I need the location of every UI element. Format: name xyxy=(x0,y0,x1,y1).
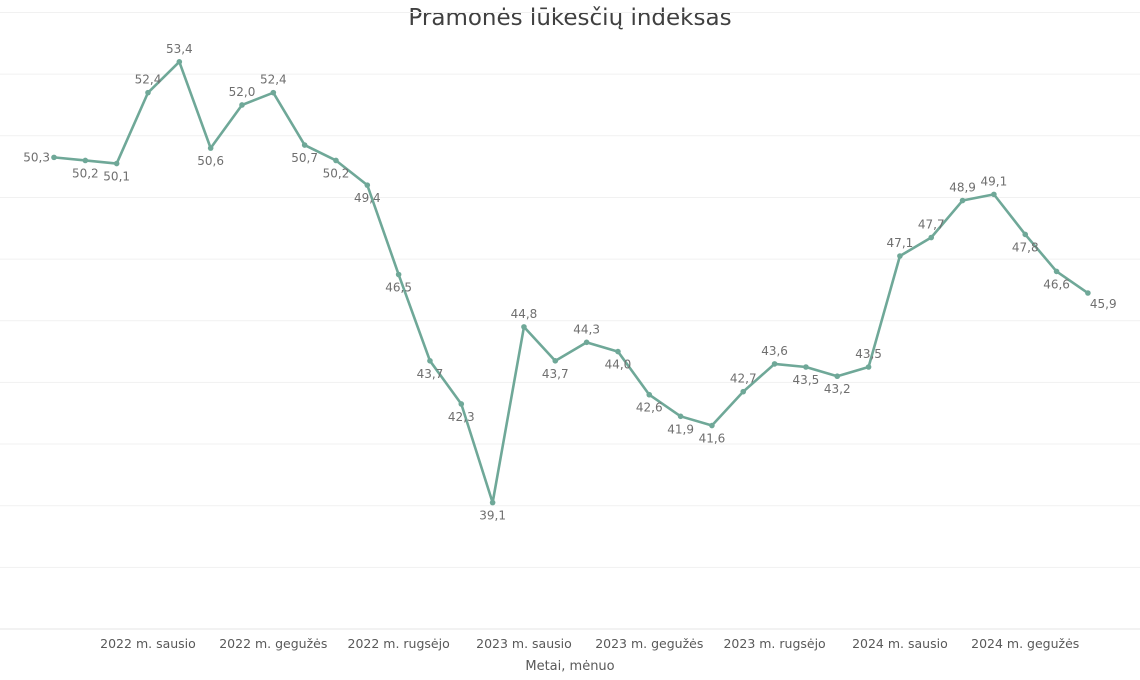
data-point xyxy=(1022,231,1029,238)
x-tick-label: 2022 m. rugsėjo xyxy=(348,636,450,651)
data-label: 42,7 xyxy=(730,372,757,386)
data-point xyxy=(82,157,89,164)
data-point xyxy=(207,145,214,151)
data-label: 41,9 xyxy=(667,422,694,436)
data-label: 42,6 xyxy=(636,401,663,415)
data-point xyxy=(646,391,653,398)
data-point xyxy=(803,364,809,370)
data-point xyxy=(364,182,371,188)
x-tick-label: 2024 m. sausio xyxy=(852,636,948,651)
data-point xyxy=(991,191,997,198)
x-axis-ticks: 2022 m. sausio 2022 m. gegužės 2022 m. rug… xyxy=(100,636,1079,651)
data-label: 43,6 xyxy=(761,344,788,358)
data-label: 44,8 xyxy=(511,307,538,321)
data-point xyxy=(583,339,590,346)
data-point xyxy=(113,160,120,167)
data-label: 47,8 xyxy=(1012,240,1039,254)
data-label: 39,1 xyxy=(479,509,506,523)
data-label: 47,1 xyxy=(887,236,914,250)
data-point xyxy=(959,197,966,204)
data-point xyxy=(427,358,433,364)
data-label: 52,4 xyxy=(135,73,162,87)
data-label: 53,4 xyxy=(166,42,193,56)
data-labels: 50,3 50,2 50,1 52,4 53,4 50,6 52,0 52,4 50,7 50,2… xyxy=(23,42,1116,523)
data-point xyxy=(834,373,841,380)
data-label: 50,7 xyxy=(291,151,318,165)
data-label: 52,0 xyxy=(229,85,256,99)
data-point xyxy=(145,89,151,96)
data-label: 42,3 xyxy=(448,410,475,424)
data-label: 43,7 xyxy=(542,367,569,381)
x-tick-label: 2023 m. sausio xyxy=(476,636,572,651)
data-point xyxy=(239,102,245,108)
data-point xyxy=(897,253,903,259)
data-label: 52,4 xyxy=(260,73,287,87)
data-point xyxy=(709,422,715,429)
data-point xyxy=(1085,290,1091,296)
x-tick-label: 2022 m. sausio xyxy=(100,636,196,651)
chart-title: Pramonės lūkesčių indeksas xyxy=(408,5,732,31)
data-label: 46,6 xyxy=(1043,277,1070,291)
data-point xyxy=(301,142,308,148)
x-tick-label: 2022 m. gegužės xyxy=(219,636,327,651)
x-axis-title: Metai, mėnuo xyxy=(525,659,614,674)
data-point xyxy=(521,324,527,330)
x-tick-label: 2023 m. rugsėjo xyxy=(723,636,825,651)
data-label: 50,2 xyxy=(323,166,350,180)
data-label: 45,9 xyxy=(1090,297,1117,311)
data-label: 43,2 xyxy=(824,382,851,396)
data-point xyxy=(865,364,872,370)
data-label: 41,6 xyxy=(699,432,726,446)
data-point xyxy=(740,388,747,395)
data-point xyxy=(395,271,402,278)
data-point xyxy=(552,358,559,364)
data-point xyxy=(270,89,277,96)
data-label: 46,5 xyxy=(385,281,412,295)
data-points xyxy=(51,59,1091,506)
data-label: 50,6 xyxy=(197,154,224,168)
x-tick-label: 2023 m. gegužės xyxy=(595,636,703,651)
data-point xyxy=(1053,268,1060,275)
data-point xyxy=(677,413,684,420)
data-label: 48,9 xyxy=(949,181,976,195)
data-label: 50,3 xyxy=(23,150,50,164)
data-label: 43,7 xyxy=(417,367,444,381)
data-point xyxy=(333,157,339,164)
data-point xyxy=(771,361,778,367)
data-point xyxy=(51,154,57,161)
data-label: 47,7 xyxy=(918,218,945,232)
data-point xyxy=(458,401,465,407)
gridlines xyxy=(0,12,1140,568)
x-tick-label: 2024 m. gegužės xyxy=(971,636,1079,651)
data-label: 49,4 xyxy=(354,191,381,205)
data-label: 43,5 xyxy=(793,373,820,387)
data-point xyxy=(176,59,183,65)
data-label: 44,3 xyxy=(573,322,600,336)
data-label: 50,1 xyxy=(103,170,130,184)
data-label: 43,5 xyxy=(855,347,882,361)
data-point xyxy=(615,348,621,355)
data-point xyxy=(928,234,935,241)
series-line xyxy=(52,60,1090,504)
data-point xyxy=(489,499,496,506)
data-label: 50,2 xyxy=(72,166,99,180)
data-label: 49,1 xyxy=(981,174,1008,188)
data-label: 44,0 xyxy=(605,358,632,372)
